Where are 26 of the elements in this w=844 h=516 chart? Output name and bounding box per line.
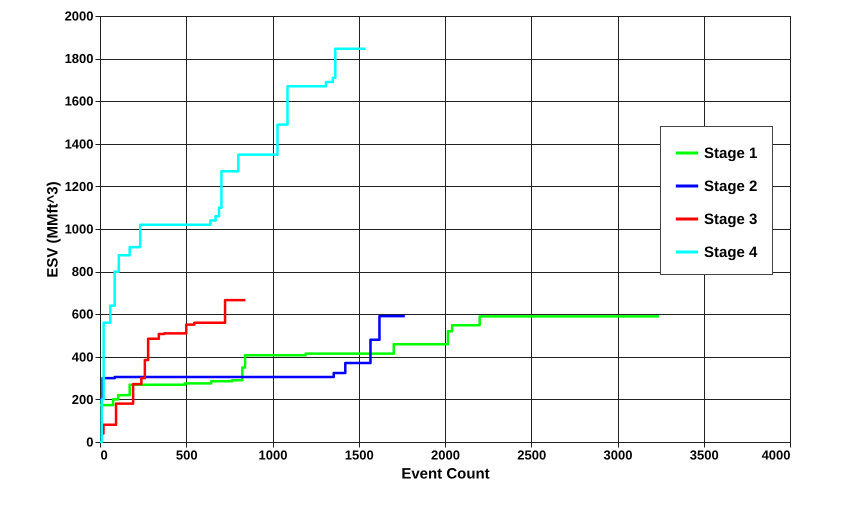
y-tick-label: 1800 bbox=[64, 51, 94, 66]
y-tick-label: 1000 bbox=[64, 222, 94, 236]
y-tick-label: 2000 bbox=[64, 8, 94, 24]
x-tick-label: 1000 bbox=[258, 448, 288, 462]
y-tick-label: 1200 bbox=[64, 178, 94, 194]
x-tick-label: 2000 bbox=[431, 448, 460, 462]
x-tick-label: 2500 bbox=[517, 448, 546, 462]
y-tick-label: 200 bbox=[72, 392, 94, 407]
y-axis-title: ESV (MMft^3) bbox=[44, 181, 62, 278]
x-tick-label: 3500 bbox=[690, 448, 719, 462]
y-tick-label: 400 bbox=[72, 349, 94, 364]
legend-label: Stage 2 bbox=[704, 178, 758, 195]
x-tick-label: 3000 bbox=[604, 448, 632, 462]
y-tick-label: 1400 bbox=[64, 136, 94, 152]
y-tick-label: 600 bbox=[72, 306, 94, 322]
y-tick-label: 0 bbox=[86, 434, 94, 450]
x-tick-label: 1500 bbox=[344, 448, 374, 462]
x-axis-title: Event Count bbox=[401, 466, 490, 482]
legend-label: Stage 1 bbox=[704, 145, 758, 162]
x-tick-label: 4000 bbox=[762, 448, 790, 462]
legend-label: Stage 4 bbox=[704, 244, 758, 261]
y-tick-label: 800 bbox=[72, 264, 94, 280]
y-tick-label: 1600 bbox=[64, 94, 94, 109]
x-tick-label: 0 bbox=[100, 448, 108, 462]
x-tick-label: 500 bbox=[176, 448, 198, 462]
legend-label: Stage 3 bbox=[704, 211, 758, 228]
